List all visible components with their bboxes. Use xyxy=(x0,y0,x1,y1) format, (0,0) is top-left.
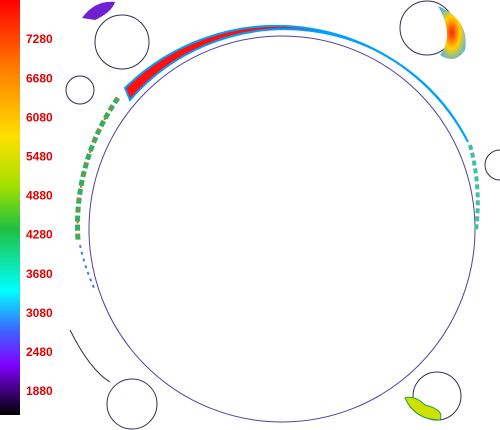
colorbar-tick-label: 3680 xyxy=(26,267,53,281)
outlines xyxy=(65,0,500,430)
colorbar-tick-label: 2480 xyxy=(26,345,53,359)
bottom-right-contact xyxy=(404,396,442,421)
colorbar-tick-label: 6080 xyxy=(26,110,53,124)
colorbar-tick-label: 4880 xyxy=(26,189,53,203)
colorbar-tick-label: 5480 xyxy=(26,150,53,164)
right-contact-band xyxy=(468,144,480,231)
top-left-contact xyxy=(82,1,115,20)
left-lower-band xyxy=(79,244,96,291)
left-contact-band xyxy=(75,96,121,241)
colorbar-ticks: 7280 6680 6080 5480 4880 4280 3680 3080 2480 1880 xyxy=(26,32,53,398)
colorbar-tick-label: 6680 xyxy=(26,71,53,85)
colorbar-tick-label: 4280 xyxy=(26,228,53,242)
colorbar xyxy=(0,0,20,415)
left-contact-spots xyxy=(76,97,119,241)
colorbar-tick-label: 7280 xyxy=(26,32,53,46)
colorbar-tick-label: 1880 xyxy=(26,384,53,398)
top-right-contact xyxy=(438,6,466,59)
colorbar-tick-label: 3080 xyxy=(26,306,53,320)
high-pressure-arc xyxy=(123,24,469,143)
